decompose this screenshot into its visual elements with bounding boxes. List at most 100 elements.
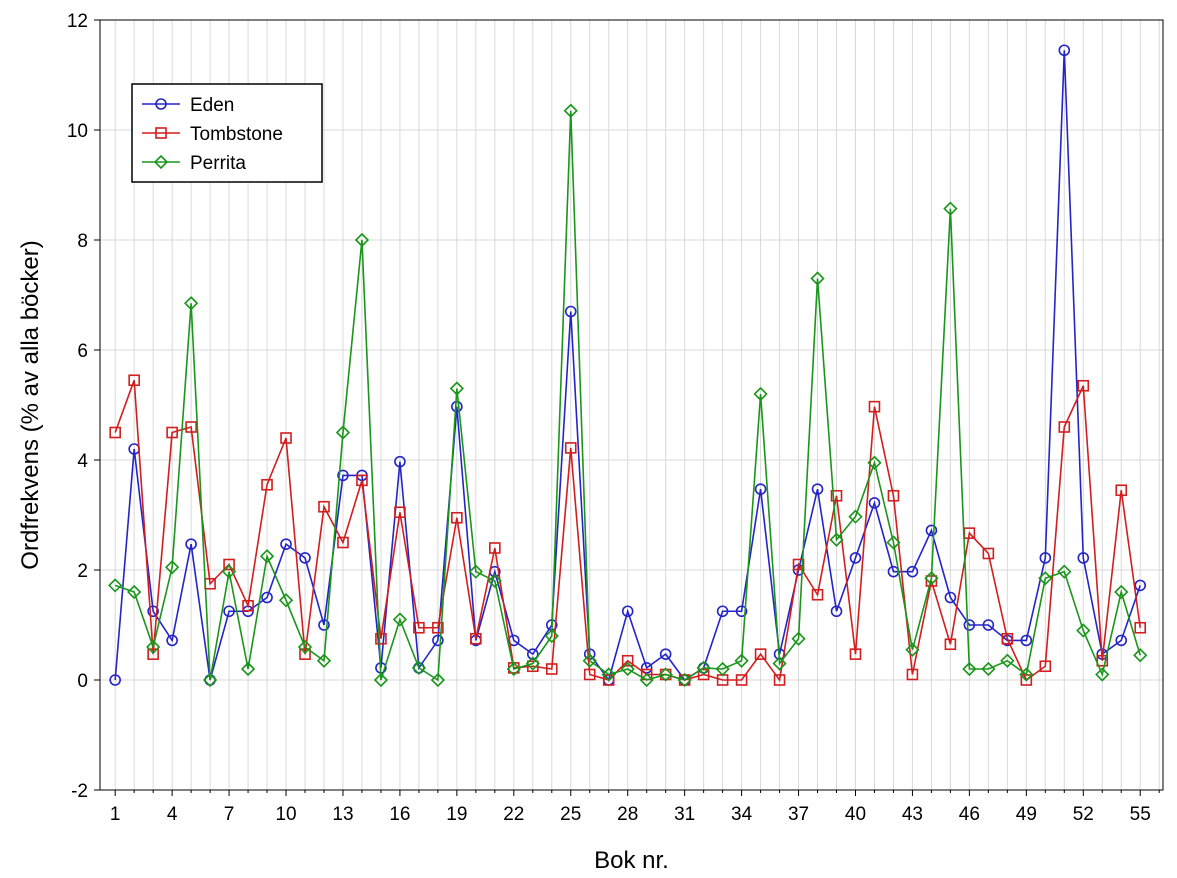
data-point-tombstone — [223, 558, 235, 571]
x-tick-label: 40 — [845, 804, 866, 825]
data-point-eden — [1039, 552, 1052, 564]
data-point-perrita — [620, 661, 635, 677]
x-tick-label: 34 — [731, 804, 753, 825]
data-point-perrita — [943, 201, 958, 216]
data-point-perrita — [278, 593, 294, 608]
y-tick-label: -2 — [71, 781, 88, 802]
data-point-eden — [280, 538, 292, 550]
data-point-perrita — [1038, 571, 1053, 586]
x-tick-label: 43 — [902, 804, 923, 825]
data-point-perrita — [848, 509, 863, 524]
series-line-perrita — [114, 110, 1141, 682]
data-point-perrita — [127, 584, 142, 600]
data-point-perrita — [544, 628, 559, 644]
data-point-tombstone — [811, 588, 824, 601]
x-tick-label: 1 — [110, 804, 121, 825]
series-line-eden — [114, 50, 1141, 682]
series-perrita — [108, 103, 1148, 688]
data-point-eden — [394, 455, 406, 468]
x-tick-label: 4 — [167, 804, 178, 825]
y-tick-label: 0 — [77, 671, 88, 692]
data-point-tombstone — [128, 374, 140, 387]
data-point-eden — [337, 469, 349, 482]
data-point-perrita — [1133, 648, 1148, 663]
data-point-perrita — [810, 271, 825, 286]
data-point-eden — [299, 552, 311, 564]
data-point-eden — [451, 400, 463, 413]
data-point-tombstone — [868, 400, 881, 413]
data-point-perrita — [582, 653, 597, 668]
x-tick-label: 46 — [959, 804, 980, 825]
x-tick-label: 28 — [617, 804, 638, 825]
data-point-eden — [868, 497, 881, 509]
x-tick-label: 49 — [1016, 804, 1037, 825]
x-tick-label: 13 — [332, 804, 353, 825]
data-point-eden — [716, 605, 729, 618]
data-point-tombstone — [375, 632, 387, 645]
data-point-perrita — [715, 661, 730, 677]
data-point-perrita — [468, 564, 483, 579]
data-point-perrita — [658, 667, 673, 682]
x-tick-label: 19 — [446, 804, 467, 825]
data-point-tombstone — [526, 660, 539, 673]
data-point-eden — [811, 483, 824, 495]
data-point-perrita — [1000, 653, 1015, 668]
data-point-perrita — [449, 381, 464, 396]
data-point-tombstone — [906, 668, 919, 681]
series-group — [108, 44, 1148, 688]
data-point-perrita — [165, 560, 180, 575]
series-line-tombstone — [114, 379, 1142, 683]
x-axis-title: Bok nr. — [594, 847, 669, 874]
data-point-eden — [564, 305, 577, 318]
data-point-perrita — [753, 386, 768, 402]
data-point-perrita — [1076, 623, 1091, 638]
data-point-perrita — [430, 672, 446, 688]
data-point-tombstone — [451, 511, 463, 524]
x-tick-label: 37 — [788, 804, 809, 825]
data-point-eden — [963, 619, 976, 631]
data-point-tombstone — [944, 638, 957, 651]
x-tick-label: 10 — [275, 804, 296, 825]
data-point-perrita — [335, 425, 351, 440]
data-point-eden — [1020, 634, 1033, 647]
x-tick-label: 31 — [674, 804, 695, 825]
data-point-tombstone — [166, 426, 178, 439]
data-point-tombstone — [982, 547, 995, 560]
y-tick-label: 6 — [77, 341, 88, 362]
data-point-perrita — [924, 571, 939, 586]
data-point-eden — [223, 605, 235, 618]
data-point-tombstone — [1077, 379, 1090, 392]
data-point-eden — [982, 619, 995, 631]
x-tick-label: 22 — [503, 804, 524, 825]
x-tick-label: 25 — [560, 804, 581, 825]
data-point-perrita — [240, 661, 256, 677]
data-point-perrita — [1019, 667, 1034, 682]
data-point-eden — [147, 605, 159, 618]
data-point-tombstone — [545, 663, 558, 675]
data-point-perrita — [487, 573, 502, 589]
data-point-eden — [944, 591, 957, 604]
data-point-tombstone — [1134, 621, 1147, 634]
legend-marker-perrita — [153, 154, 169, 170]
data-point-perrita — [108, 578, 123, 593]
data-point-eden — [318, 619, 330, 631]
data-point-perrita — [981, 661, 996, 677]
data-point-perrita — [373, 672, 389, 688]
data-point-eden — [849, 552, 862, 564]
data-point-eden — [1077, 552, 1090, 564]
data-point-tombstone — [1039, 660, 1052, 673]
data-point-perrita — [772, 656, 787, 671]
data-point-perrita — [563, 103, 578, 118]
data-point-tombstone — [413, 621, 425, 634]
data-point-eden — [432, 634, 444, 647]
y-tick-label: 12 — [67, 11, 88, 32]
data-point-perrita — [316, 653, 332, 668]
data-point-tombstone — [887, 489, 900, 502]
data-point-tombstone — [261, 478, 273, 491]
legend-item-eden: Eden — [142, 95, 234, 116]
data-point-perrita — [202, 672, 218, 688]
data-point-tombstone — [564, 442, 577, 454]
data-point-perrita — [183, 296, 199, 311]
data-point-tombstone — [697, 668, 710, 681]
